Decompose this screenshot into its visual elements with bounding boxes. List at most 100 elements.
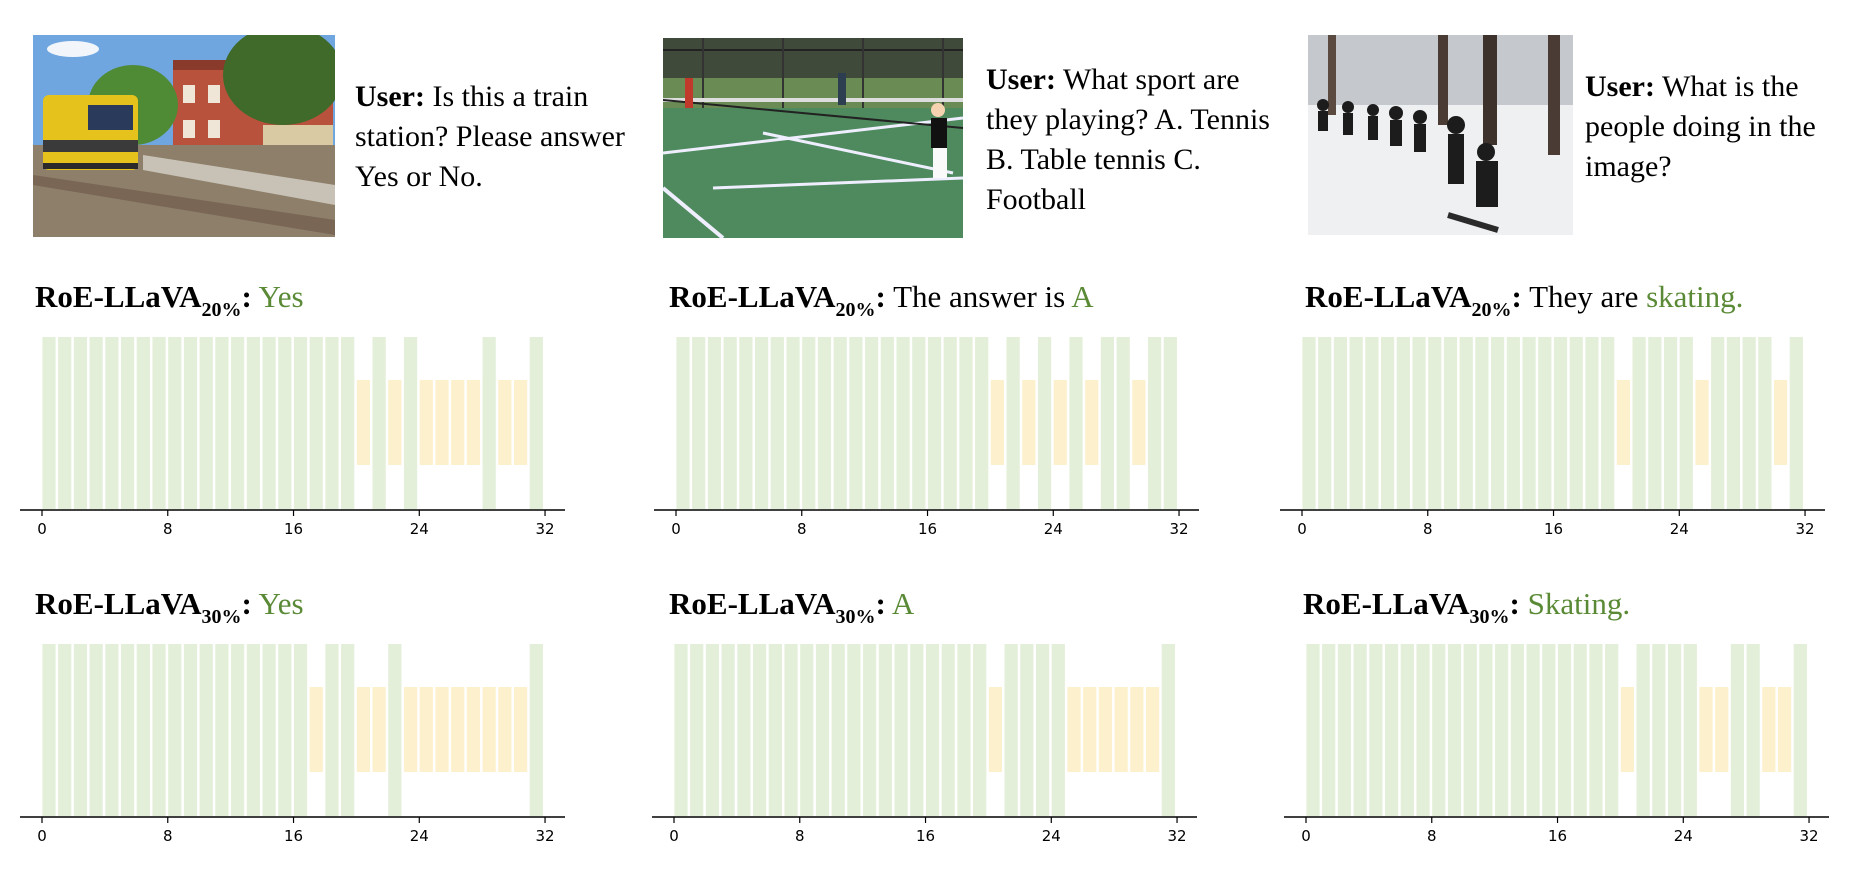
executed-layer-bar	[941, 644, 955, 816]
executed-layer-bar	[1161, 644, 1175, 816]
skipped-layer-bar	[388, 380, 402, 465]
answer-title: RoE-LLaVA30%: Yes	[35, 584, 304, 627]
executed-layer-bar	[325, 337, 339, 509]
x-tick-label: 32	[1169, 520, 1188, 538]
executed-layer-bar	[1349, 337, 1363, 509]
executed-layer-bar	[770, 337, 784, 509]
skipped-layer-bar	[1616, 380, 1630, 465]
executed-layer-bar	[721, 644, 735, 816]
executed-layer-bar	[1542, 644, 1556, 816]
x-tick-label: 16	[918, 520, 937, 538]
executed-layer-bar	[105, 644, 119, 816]
answer-title: RoE-LLaVA30%: A	[669, 584, 914, 627]
executed-layer-bar	[1416, 644, 1430, 816]
skipped-layer-bar	[466, 380, 481, 465]
executed-layer-bar	[676, 337, 690, 509]
model-name: RoE-LLaVA	[669, 586, 836, 621]
answer-title: RoE-LLaVA20%: They are skating.	[1305, 277, 1744, 320]
executed-layer-bar	[1459, 337, 1473, 509]
executed-layer-bar	[1495, 644, 1509, 816]
executed-layer-bar	[215, 337, 229, 509]
executed-layer-bar	[1369, 644, 1383, 816]
executed-layer-bar	[1353, 644, 1367, 816]
question-panel-3: User: What is the people doing in the im…	[1585, 67, 1855, 187]
x-tick-label: 0	[37, 520, 47, 538]
executed-layer-bar	[1432, 644, 1446, 816]
x-tick-label: 8	[795, 827, 805, 845]
executed-layer-bar	[58, 644, 72, 816]
executed-layer-bar	[1569, 337, 1583, 509]
skipped-layer-bar	[451, 687, 465, 772]
executed-layer-bar	[1381, 337, 1395, 509]
answer-plain: They are	[1529, 279, 1639, 314]
executed-layer-bar	[388, 644, 402, 816]
x-tick-label: 24	[410, 520, 429, 538]
executed-layer-bar	[737, 644, 751, 816]
answer-title: RoE-LLaVA20%: The answer is A	[669, 277, 1094, 320]
model-name: RoE-LLaVA	[35, 586, 202, 621]
executed-layer-bar	[199, 644, 213, 816]
executed-layer-bar	[753, 644, 767, 816]
skipped-layer-bar	[356, 380, 370, 465]
executed-layer-bar	[1475, 337, 1489, 509]
separator: :	[875, 279, 886, 314]
executed-layer-bar	[1648, 337, 1662, 509]
executed-layer-bar	[1447, 644, 1462, 816]
skipped-layer-bar	[1114, 687, 1128, 772]
executed-layer-bar	[1148, 337, 1162, 509]
executed-layer-bar	[705, 644, 720, 816]
skipped-layer-bar	[1620, 687, 1634, 772]
skipped-layer-bar	[451, 380, 465, 465]
x-tick-label: 0	[671, 520, 681, 538]
executed-layer-bar	[674, 644, 688, 816]
model-name: RoE-LLaVA	[669, 279, 836, 314]
x-tick-label: 24	[1042, 827, 1061, 845]
executed-layer-bar	[73, 644, 88, 816]
skipped-layer-bar	[990, 380, 1004, 465]
executed-layer-bar	[1636, 644, 1650, 816]
executed-layer-bar	[1605, 644, 1619, 816]
executed-layer-bar	[1726, 337, 1741, 509]
x-tick-label: 32	[535, 520, 554, 538]
skipped-layer-bar	[482, 687, 496, 772]
executed-layer-bar	[262, 337, 276, 509]
executed-layer-bar	[1322, 644, 1336, 816]
executed-layer-bar	[1522, 337, 1536, 509]
executed-layer-bar	[739, 337, 753, 509]
executed-layer-bar	[262, 644, 276, 816]
x-tick-label: 24	[1044, 520, 1063, 538]
executed-layer-bar	[341, 644, 355, 816]
executed-layer-bar	[1116, 337, 1130, 509]
x-tick-label: 16	[916, 827, 935, 845]
x-tick-label: 16	[284, 520, 303, 538]
answer-highlight: skating.	[1646, 279, 1744, 314]
answer-highlight: Skating.	[1527, 586, 1631, 621]
executed-layer-bar	[1746, 644, 1760, 816]
answer-title: RoE-LLaVA30%: Skating.	[1303, 584, 1631, 627]
executed-layer-bar	[802, 337, 816, 509]
executed-layer-bar	[183, 644, 198, 816]
executed-layer-bar	[121, 644, 135, 816]
skipped-layer-bar	[1132, 380, 1146, 465]
skipped-layer-bar	[403, 687, 418, 772]
answer-highlight: A	[1071, 279, 1094, 314]
executed-layer-bar	[910, 644, 924, 816]
executed-layer-bar	[293, 337, 308, 509]
executed-layer-bar	[1601, 337, 1615, 509]
x-tick-label: 8	[1427, 827, 1437, 845]
skipped-layer-bar	[419, 380, 433, 465]
executed-layer-bar	[231, 337, 245, 509]
x-tick-label: 16	[284, 827, 303, 845]
ratio-subscript: 30%	[1469, 606, 1510, 628]
executed-layer-bar	[58, 337, 72, 509]
separator: :	[1509, 586, 1520, 621]
x-tick-label: 8	[1423, 520, 1433, 538]
skipped-layer-bar	[514, 687, 528, 772]
executed-layer-bar	[1683, 644, 1697, 816]
executed-layer-bar	[865, 337, 879, 509]
executed-layer-bar	[246, 337, 260, 509]
question-prefix: User:	[986, 63, 1056, 96]
layer-chart-panel-3-30: 0 8 16 24 32	[1284, 644, 1829, 845]
x-tick-label: 16	[1544, 520, 1563, 538]
executed-layer-bar	[1385, 644, 1399, 816]
